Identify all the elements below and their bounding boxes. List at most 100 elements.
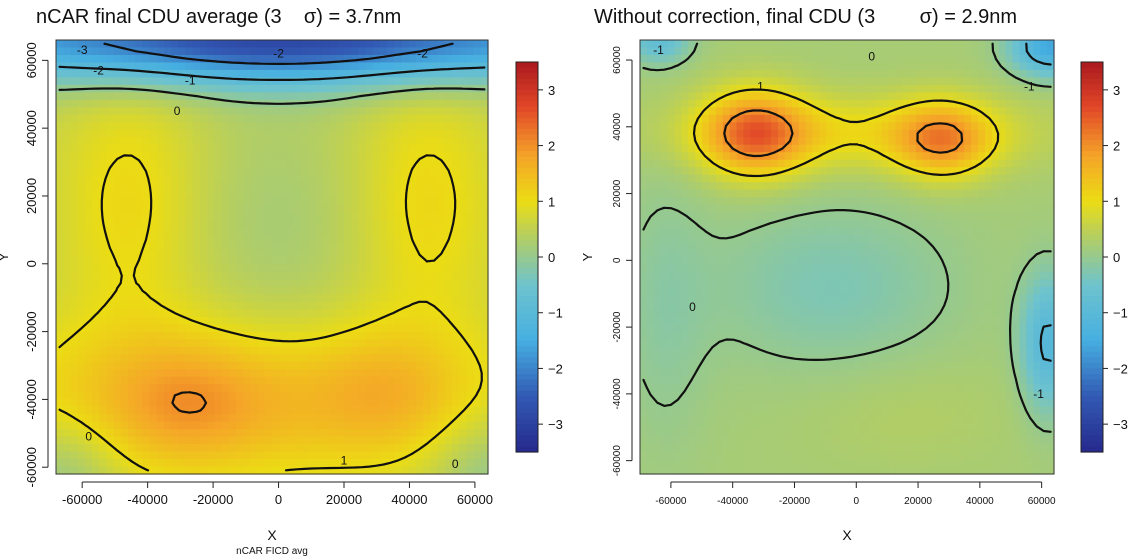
heatmap-cell <box>408 144 417 153</box>
heatmap-cell <box>128 167 136 176</box>
heatmap-cell <box>729 159 738 168</box>
heatmap-cell <box>452 47 460 56</box>
heatmap-cell <box>394 346 403 355</box>
heatmap-cell <box>466 92 475 101</box>
heatmap-cell <box>236 242 244 251</box>
heatmap-cell <box>978 144 986 153</box>
heatmap-cell <box>221 384 230 393</box>
heatmap-cell <box>365 182 374 191</box>
heatmap-cell <box>142 92 151 101</box>
heatmap-cell <box>874 69 883 79</box>
heatmap-cell <box>142 391 151 400</box>
heatmap-cell <box>329 444 338 453</box>
heatmap-cell <box>322 129 331 138</box>
heatmap-cell <box>722 174 731 183</box>
heatmap-cell <box>380 257 388 266</box>
heatmap-cell <box>640 62 648 71</box>
heatmap-cell <box>480 182 489 191</box>
heatmap-cell <box>394 40 403 49</box>
heatmap-cell <box>452 286 460 296</box>
heatmap-cell <box>416 62 424 71</box>
heatmap-cell <box>840 84 848 93</box>
heatmap-cell <box>380 286 388 296</box>
heatmap-cell <box>286 129 295 138</box>
heatmap-cell <box>452 459 460 468</box>
heatmap-cell <box>142 436 151 445</box>
heatmap-cell <box>1026 189 1034 198</box>
heatmap-cell <box>372 257 381 266</box>
heatmap-cell <box>185 376 194 385</box>
heatmap-cell <box>922 107 931 116</box>
heatmap-cell <box>264 137 273 146</box>
heatmap-cell <box>336 54 345 64</box>
heatmap-cell <box>729 84 738 93</box>
heatmap-cell <box>358 204 367 213</box>
heatmap-cell <box>264 47 273 56</box>
heatmap-cell <box>113 167 122 176</box>
heatmap-cell <box>286 279 295 288</box>
heatmap-cell <box>437 406 446 415</box>
heatmap-cell <box>459 354 467 363</box>
heatmap-cell <box>156 152 165 161</box>
heatmap-cell <box>185 316 194 325</box>
heatmap-cell <box>70 324 79 333</box>
heatmap-cell <box>895 174 903 183</box>
heatmap-cell <box>444 219 453 228</box>
heatmap-cell <box>819 77 827 86</box>
heatmap-cell <box>459 421 467 430</box>
heatmap-cell <box>84 219 93 228</box>
heatmap-cell <box>957 62 965 71</box>
heatmap-cell <box>909 54 917 64</box>
heatmap-cell <box>423 271 431 281</box>
heatmap-cell <box>171 406 179 415</box>
heatmap-cell <box>840 129 848 138</box>
heatmap-cell <box>70 47 79 56</box>
heatmap-cell <box>272 429 280 438</box>
heatmap-cell <box>408 242 417 251</box>
x-tick-label: -40000 <box>127 492 167 507</box>
heatmap-cell <box>293 286 302 296</box>
heatmap-cell <box>452 421 460 430</box>
heatmap-cell <box>77 399 86 408</box>
heatmap-cell <box>70 114 79 123</box>
heatmap-cell <box>819 189 827 198</box>
heatmap-cell <box>192 444 201 453</box>
heatmap-cell <box>401 152 410 161</box>
heatmap-cell <box>200 62 208 71</box>
heatmap-cell <box>257 182 266 191</box>
heatmap-cell <box>715 129 724 138</box>
heatmap-cell <box>63 182 71 191</box>
heatmap-cell <box>408 159 417 168</box>
heatmap-cell <box>764 77 772 86</box>
heatmap-cell <box>387 92 395 101</box>
heatmap-cell <box>264 294 273 303</box>
heatmap-cell <box>1040 159 1048 168</box>
heatmap-cell <box>867 152 876 161</box>
heatmap-cell <box>688 92 696 101</box>
heatmap-cell <box>221 324 230 333</box>
heatmap-cell <box>56 212 64 221</box>
heatmap-cell <box>56 414 64 423</box>
heatmap-cell <box>344 152 352 161</box>
heatmap-cell <box>715 122 724 131</box>
heatmap-cell <box>833 40 841 49</box>
heatmap-cell <box>1005 137 1014 146</box>
heatmap-cell <box>56 99 64 108</box>
heatmap-cell <box>70 234 79 243</box>
heatmap-cell <box>92 54 100 64</box>
heatmap-cell <box>909 77 917 86</box>
heatmap-cell <box>329 346 338 355</box>
heatmap-cell <box>819 92 827 101</box>
heatmap-cell <box>329 399 338 408</box>
heatmap-cell <box>922 197 931 206</box>
heatmap-cell <box>56 316 64 325</box>
heatmap-cell <box>950 167 958 176</box>
heatmap-cell <box>300 436 309 445</box>
heatmap-cell <box>250 301 259 310</box>
heatmap-cell <box>164 391 172 400</box>
heatmap-cell <box>372 159 381 168</box>
heatmap-cell <box>812 54 820 64</box>
heatmap-cell <box>401 114 410 123</box>
heatmap-cell <box>736 40 745 49</box>
heatmap-cell <box>214 144 223 153</box>
